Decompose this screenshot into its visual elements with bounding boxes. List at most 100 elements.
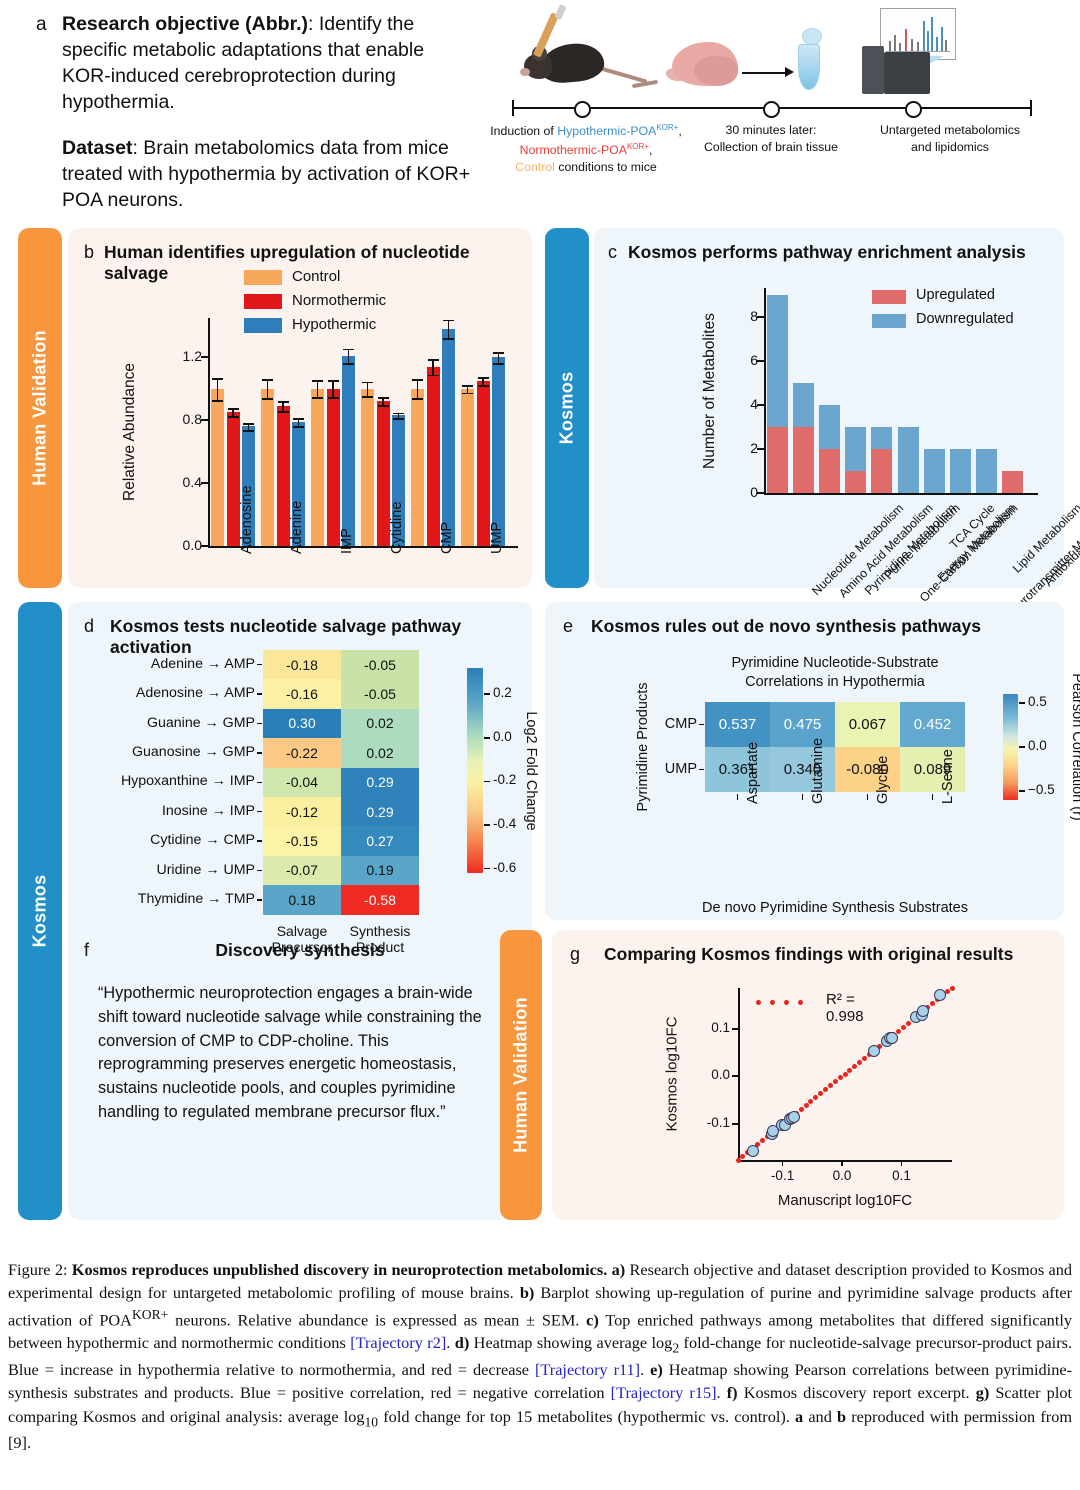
colorbar-tick-d-3: -0.4 xyxy=(493,816,517,832)
panel-b-xaxis xyxy=(208,546,518,548)
heatmap-cell-e-0-1: 0.475 xyxy=(770,702,835,747)
experimental-timeline: Induction of Hypothermic-POAKOR+, Normot… xyxy=(480,4,1070,206)
figure-caption: Figure 2: Kosmos reproduces unpublished … xyxy=(8,1260,1073,1453)
panel-c-ylabel: Number of Metabolites xyxy=(701,312,718,469)
legend-label-hypothermic: Hypothermic xyxy=(292,316,377,333)
panel-b-title: Human identifies upregulation of nucleot… xyxy=(104,242,470,283)
seg-down-Pyrimidine Metabolism xyxy=(819,404,840,449)
colorbar-tick-d-0: 0.2 xyxy=(493,685,512,701)
panel-b-xtick-1: Adenine xyxy=(289,500,305,554)
panel-b-xtick-3: Cytidine xyxy=(389,501,405,554)
bar-Adenine-Hypothermic xyxy=(292,421,305,546)
scatter-point-8 xyxy=(867,1045,880,1058)
seg-down-Nucleotide Metabolism xyxy=(766,294,788,427)
panel-g-xaxis xyxy=(738,1160,952,1162)
heatmap-collabel-e-2: Glycine xyxy=(874,755,891,804)
legend-swatch-upregulated xyxy=(872,290,906,304)
panel-f-letter: f xyxy=(84,940,90,960)
panel-c-xaxis xyxy=(764,493,1038,495)
seg-up-Nucleotide Metabolism xyxy=(766,426,788,493)
panel-b-ytick-2: 0.8 xyxy=(182,411,202,428)
panel-g-yaxis xyxy=(738,988,740,1160)
panel-e-ylabel: Pyrimidine Products xyxy=(635,682,651,812)
panel-f-quote: “Hypothermic neuroprotection engages a b… xyxy=(98,984,482,1121)
panel-d-letter: d xyxy=(84,616,95,636)
heatmap-cell-d-5-0: -0.12 xyxy=(263,797,341,827)
heatmap-cell-d-1-1: -0.05 xyxy=(341,679,419,709)
bar-IMP-Hypothermic xyxy=(342,355,355,546)
panel-e-letter: e xyxy=(563,616,574,636)
heatmap-collabel-d-0: Salvage Precursor xyxy=(271,922,333,956)
heatmap-rowlabel-d-2: Guanine → GMP xyxy=(146,714,255,731)
colorbar-tick-e-0: 0.5 xyxy=(1028,693,1047,709)
heatmap-collabel-e-3: L-Serine xyxy=(939,749,956,804)
bar-Adenine-Control xyxy=(261,388,274,546)
timeline-label-1: Induction of Hypothermic-POAKOR+, Normot… xyxy=(490,123,682,175)
timeline-node-1 xyxy=(574,101,591,118)
seg-down-Energy Metabolism xyxy=(897,426,919,493)
panel-b-card: b Human identifies upregulation of nucle… xyxy=(68,228,532,588)
seg-up-Purine Metabolism xyxy=(845,470,867,493)
legend-label-upregulated: Upregulated xyxy=(916,287,995,303)
bar-Adenosine-Normothermic xyxy=(226,412,240,546)
objective-label: Research objective (Abbr.) xyxy=(62,13,308,35)
panel-g-xlabel: Manuscript log10FC xyxy=(777,1192,913,1209)
panel-c-letter: c xyxy=(608,242,617,262)
panel-c-ytick-1: 2 xyxy=(750,439,758,456)
sidebar-kosmos-c: Kosmos xyxy=(545,228,589,588)
colorbar-tick-d-4: -0.6 xyxy=(493,859,517,875)
panel-b-ytick-0: 0.0 xyxy=(182,537,202,553)
panel-d-title: Kosmos tests nucleotide salvage pathway … xyxy=(110,616,462,657)
panel-c-title: Kosmos performs pathway enrichment analy… xyxy=(628,242,1026,262)
colorbar-tick-d-2: -0.2 xyxy=(493,772,517,788)
sidebar-human-validation-b: Human Validation xyxy=(18,228,62,588)
seg-down-Amino Acid Metabolism xyxy=(792,382,814,427)
panel-b-ytick-3: 1.2 xyxy=(182,348,202,365)
bar-Cytidine-Hypothermic xyxy=(392,415,405,546)
heatmap-cell-d-4-0: -0.04 xyxy=(263,767,341,797)
panel-g-xtick-2: 0.1 xyxy=(892,1168,911,1183)
bar-Adenosine-Control xyxy=(211,388,224,546)
panel-b-yaxis xyxy=(208,318,210,546)
panel-g-xtick-0: -0.1 xyxy=(770,1168,795,1183)
panel-b-xtick-4: CMP xyxy=(439,521,455,554)
heatmap-cell-d-6-0: -0.15 xyxy=(263,826,341,856)
heatmap-rowlabel-d-3: Guanosine → GMP xyxy=(131,743,255,760)
colorbar-e xyxy=(1003,694,1018,800)
heatmap-cell-e-1-0: 0.361 xyxy=(705,747,770,792)
panel-a-text: Research objective (Abbr.): Identify the… xyxy=(62,12,472,213)
colorbar-label-d: Log2 Fold Change xyxy=(523,710,539,831)
bar-IMP-Control xyxy=(311,388,324,546)
sidebar-human-validation-g: Human Validation xyxy=(500,930,542,1220)
colorbar-label-e: Pearson Correlation (r) xyxy=(1069,673,1080,821)
heatmap-collabel-e-0: Aspartate xyxy=(744,741,761,804)
legend-swatch-control xyxy=(244,270,282,285)
panel-b-ytick-1: 0.4 xyxy=(182,474,202,491)
panel-c-ytick-0: 0 xyxy=(750,484,758,500)
panel-f-title: Discovery synthesis xyxy=(215,940,385,960)
heatmap-cell-e-0-2: 0.067 xyxy=(835,702,900,747)
panel-g-title: Comparing Kosmos findings with original … xyxy=(604,944,1014,964)
scatter-point-7 xyxy=(788,1111,801,1124)
heatmap-rowlabel-d-1: Adenosine → AMP xyxy=(135,685,255,702)
bar-Cytidine-Normothermic xyxy=(376,401,390,546)
heatmap-rowlabel-d-8: Thymidine → TMP xyxy=(137,890,255,907)
bar-UMP-Normothermic xyxy=(476,380,490,546)
panel-g-ylabel: Kosmos log10FC xyxy=(663,1016,681,1132)
heatmap-cell-d-2-0: 0.30 xyxy=(263,708,341,739)
panel-d-f-card: d Kosmos tests nucleotide salvage pathwa… xyxy=(68,602,539,1220)
heatmap-cell-d-6-1: 0.27 xyxy=(341,826,419,856)
seg-down-Purine Metabolism xyxy=(845,426,867,471)
heatmap-cell-d-4-1: 0.29 xyxy=(341,767,419,797)
panel-a-letter: a xyxy=(36,14,47,35)
timeline-label-2: 30 minutes later: Collection of brain ti… xyxy=(704,123,838,155)
scatter-point-0 xyxy=(746,1145,759,1158)
heatmap-cell-e-1-3: 0.089 xyxy=(900,747,965,792)
panel-c-ytick-4: 8 xyxy=(750,307,758,324)
heatmap-rowlabel-e-0: CMP xyxy=(664,715,697,732)
bar-UMP-Hypothermic xyxy=(492,357,505,546)
bar-Adenine-Normothermic xyxy=(276,406,290,546)
dataset-label: Dataset xyxy=(62,136,133,159)
timeline-node-2 xyxy=(763,101,780,118)
bar-CMP-Normothermic xyxy=(426,366,440,546)
